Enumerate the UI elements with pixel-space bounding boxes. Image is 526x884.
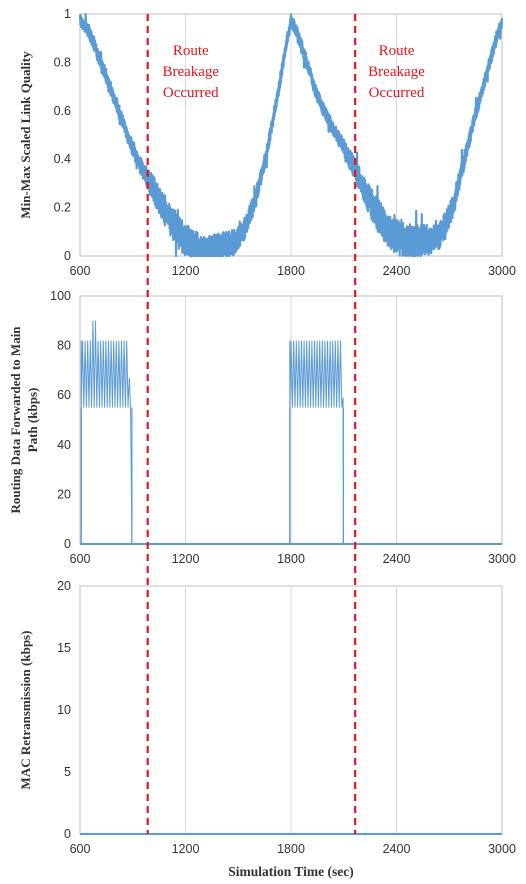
y-tick-label: 0.6 xyxy=(54,104,71,118)
y-axis-label-line: Path (kbps) xyxy=(25,388,40,453)
x-tick-label: 600 xyxy=(70,552,91,566)
x-tick-label: 1800 xyxy=(277,842,305,856)
y-tick-label: 0 xyxy=(64,249,71,263)
x-tick-label: 3000 xyxy=(488,264,516,278)
routing-burst xyxy=(80,320,133,545)
x-tick-label: 2400 xyxy=(383,552,411,566)
route-breakage-annotation: Route Breakage Occurred xyxy=(368,43,425,101)
x-tick-label: 3000 xyxy=(488,842,516,856)
x-tick-label: 1200 xyxy=(172,552,200,566)
y-axis-label: MAC Retransmission (kbps) xyxy=(18,631,33,790)
route-breakage-annotation: Route Breakage Occurred xyxy=(162,43,219,101)
y-tick-label: 80 xyxy=(57,339,71,353)
link-quality-series xyxy=(78,12,504,258)
y-tick-label: 15 xyxy=(57,641,71,655)
annotation-line: Route xyxy=(379,43,415,59)
route-breakage-overlay: Route Breakage Occurred Route Breakage Occurr… xyxy=(146,14,425,834)
x-tick-label: 1800 xyxy=(277,552,305,566)
y-tick-label: 0.4 xyxy=(54,152,71,166)
routing-burst xyxy=(289,340,344,545)
y-tick-label: 0.8 xyxy=(54,55,71,69)
y-tick-label: 20 xyxy=(57,487,71,501)
y-axis-label: Min-Max Scaled Link Quality xyxy=(18,51,33,219)
y-tick-label: 1 xyxy=(64,7,71,21)
y-tick-label: 0.2 xyxy=(54,201,71,215)
x-tick-label: 1200 xyxy=(172,842,200,856)
annotation-line: Breakage xyxy=(162,64,219,80)
y-tick-label: 100 xyxy=(50,289,71,303)
mac-retransmission-panel: 600 1200 1800 2400 3000 0 5 10 15 20 MAC Retransmi… xyxy=(18,579,516,879)
annotation-line: Occurred xyxy=(369,85,425,101)
y-tick-label: 40 xyxy=(57,438,71,452)
y-tick-label: 5 xyxy=(64,765,71,779)
link-quality-panel: 600 1200 1800 2400 3000 0 0.2 0.4 0.6 0.8 1 Min-Max… xyxy=(18,7,516,278)
x-axis-label: Simulation Time (sec) xyxy=(228,864,354,879)
x-tick-label: 2400 xyxy=(383,842,411,856)
x-tick-label: 2400 xyxy=(383,264,411,278)
routing-data-panel: 600 1200 1800 2400 3000 0 20 40 60 80 100 Routing D… xyxy=(8,289,516,566)
x-tick-label: 1200 xyxy=(172,264,200,278)
x-tick-label: 1800 xyxy=(277,264,305,278)
y-axis-label: Routing Data Forwarded to Main Path (kbps… xyxy=(8,326,40,514)
y-tick-label: 10 xyxy=(57,703,71,717)
x-tick-label: 600 xyxy=(70,842,91,856)
y-tick-label: 0 xyxy=(64,537,71,551)
y-axis-label-line: Routing Data Forwarded to Main xyxy=(8,326,23,514)
y-tick-label: 60 xyxy=(57,388,71,402)
annotation-line: Route xyxy=(173,43,209,59)
annotation-line: Occurred xyxy=(163,85,219,101)
x-tick-label: 600 xyxy=(70,264,91,278)
y-tick-label: 20 xyxy=(57,579,71,593)
annotation-line: Breakage xyxy=(368,64,425,80)
x-tick-label: 3000 xyxy=(488,552,516,566)
y-tick-label: 0 xyxy=(64,827,71,841)
